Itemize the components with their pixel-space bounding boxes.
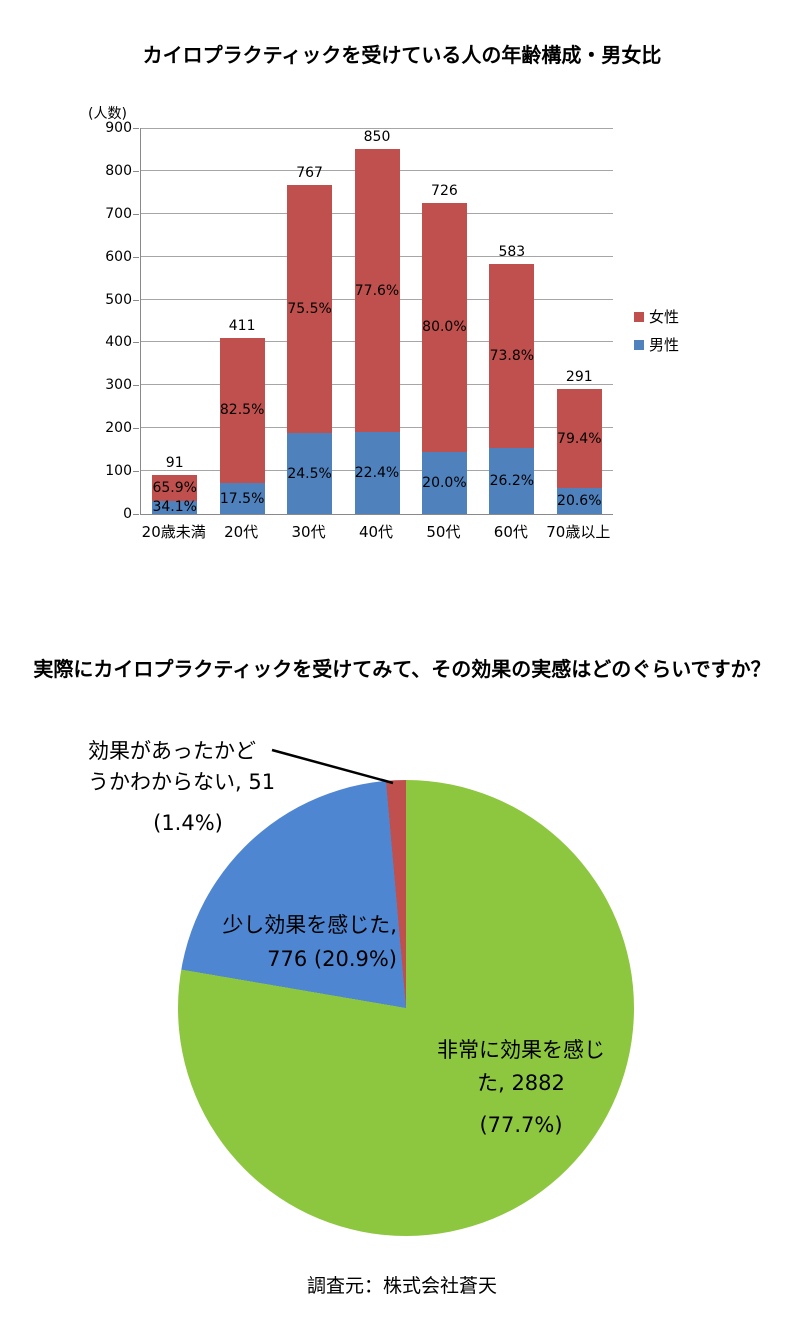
gridline bbox=[141, 128, 613, 129]
y-tick-mark bbox=[133, 256, 139, 258]
pie-label-percent: (1.4%) bbox=[153, 811, 223, 835]
bar-total-label: 91 bbox=[165, 454, 184, 471]
female-pct-label: 79.4% bbox=[557, 430, 602, 447]
bar-total-label: 767 bbox=[296, 165, 323, 182]
male-bar-segment bbox=[421, 451, 467, 514]
pie-label-line: 776 (20.9%) bbox=[267, 947, 397, 971]
legend-swatch bbox=[634, 312, 644, 322]
category-label: 40代 bbox=[358, 523, 394, 541]
male-pct-label: 20.6% bbox=[557, 493, 602, 510]
male-pct-label: 17.5% bbox=[219, 490, 265, 507]
male-pct-label: 26.2% bbox=[489, 473, 535, 490]
male-pct-label: 24.5% bbox=[287, 465, 332, 482]
female-pct-label: 65.9% bbox=[152, 479, 197, 496]
y-tick-label: 300 bbox=[105, 377, 132, 394]
female-bar-segment bbox=[421, 202, 467, 452]
female-pct-label: 73.8% bbox=[489, 348, 535, 365]
female-bar-segment bbox=[219, 337, 265, 484]
y-tick-label: 900 bbox=[105, 120, 132, 136]
pie-label-slight: 少し効果を感じた, 776 (20.9%) bbox=[150, 908, 397, 976]
female-bar-segment bbox=[489, 263, 535, 449]
y-tick-label: 500 bbox=[105, 291, 132, 308]
pie-label-line: 少し効果を感じた, bbox=[222, 913, 397, 937]
category-label: 20歳未満 bbox=[141, 523, 206, 541]
female-pct-label: 80.0% bbox=[422, 319, 467, 336]
female-bar-segment bbox=[152, 474, 198, 501]
y-tick-mark bbox=[133, 213, 139, 215]
pie-label-line: うかわからない, 51 bbox=[88, 770, 276, 794]
y-tick-mark bbox=[133, 471, 139, 473]
y-tick-label: 400 bbox=[105, 334, 132, 351]
pie-label-strong: 非常に効果を感じ た, 2882 (77.7%) bbox=[395, 1034, 647, 1142]
source-label: 調査元：株式会社蒼天 bbox=[306, 1275, 497, 1297]
male-pct-label: 22.4% bbox=[354, 465, 400, 482]
male-bar-segment bbox=[354, 432, 400, 514]
category-label: 60代 bbox=[493, 523, 528, 541]
category-label: 70歳以上 bbox=[546, 523, 611, 541]
pie-label-line: た, 2882 bbox=[477, 1071, 565, 1095]
female-pct-label: 77.6% bbox=[354, 282, 400, 299]
female-pct-label: 82.5% bbox=[219, 402, 265, 419]
y-tick-label: 200 bbox=[105, 420, 132, 437]
bar-total-label: 291 bbox=[565, 369, 593, 386]
y-tick-mark bbox=[133, 428, 139, 430]
legend-label: 女性 bbox=[649, 308, 680, 326]
bar-total-label: 411 bbox=[228, 317, 256, 334]
y-tick-mark bbox=[133, 299, 139, 301]
category-label: 20代 bbox=[224, 523, 259, 541]
y-tick-label: 700 bbox=[105, 205, 132, 222]
y-tick-mark bbox=[133, 514, 139, 515]
pie-label-line: 非常に効果を感じ bbox=[437, 1038, 605, 1062]
y-axis-unit-label: (人数) bbox=[88, 106, 127, 122]
y-tick-label: 100 bbox=[105, 463, 132, 480]
y-tick-mark bbox=[133, 170, 139, 172]
pie-label-unknown: 効果があったかど うかわからない, 51 (1.4%) bbox=[88, 736, 328, 839]
y-tick-mark bbox=[133, 128, 139, 129]
category-label: 50代 bbox=[426, 523, 461, 541]
bar-total-label: 726 bbox=[431, 182, 458, 199]
female-bar-segment bbox=[287, 185, 333, 434]
pie-chart-title: 実際にカイロプラクティックを受けてみて、その効果の実感はどのぐらいですか？ bbox=[33, 657, 771, 681]
bar-total-label: 850 bbox=[363, 129, 391, 146]
legend-item-男性: 男性 bbox=[634, 334, 679, 356]
female-bar-segment bbox=[556, 389, 602, 489]
female-pct-label: 75.5% bbox=[287, 301, 332, 318]
legend-item-女性: 女性 bbox=[634, 306, 679, 328]
male-pct-label: 34.1% bbox=[152, 499, 197, 516]
y-tick-label: 600 bbox=[105, 248, 132, 265]
female-bar-segment bbox=[354, 149, 400, 433]
legend-label: 男性 bbox=[649, 336, 680, 354]
y-tick-mark bbox=[133, 385, 139, 387]
bar-total-label: 583 bbox=[498, 243, 526, 260]
bar-chart-title: カイロプラクティックを受けている人の年齢構成・男女比 bbox=[142, 43, 662, 67]
male-pct-label: 20.0% bbox=[422, 474, 467, 491]
male-bar-segment bbox=[287, 433, 333, 514]
male-bar-segment bbox=[219, 483, 265, 514]
male-bar-segment bbox=[152, 500, 198, 514]
pie-label-percent: (77.7%) bbox=[479, 1113, 563, 1137]
pie-label-line: 効果があったかど bbox=[88, 739, 256, 763]
male-bar-segment bbox=[489, 448, 535, 514]
y-tick-mark bbox=[133, 342, 139, 344]
y-tick-label: 0 bbox=[123, 506, 132, 522]
y-tick-label: 800 bbox=[105, 162, 132, 179]
bar-plot-area: 91 65.9% 34.1% 411 82.5% 17.5% 767 75.5% 24.5% 85… bbox=[140, 128, 613, 515]
legend-swatch bbox=[634, 340, 644, 350]
male-bar-segment bbox=[556, 488, 602, 514]
pie bbox=[178, 780, 634, 1236]
category-label: 30代 bbox=[291, 523, 326, 541]
